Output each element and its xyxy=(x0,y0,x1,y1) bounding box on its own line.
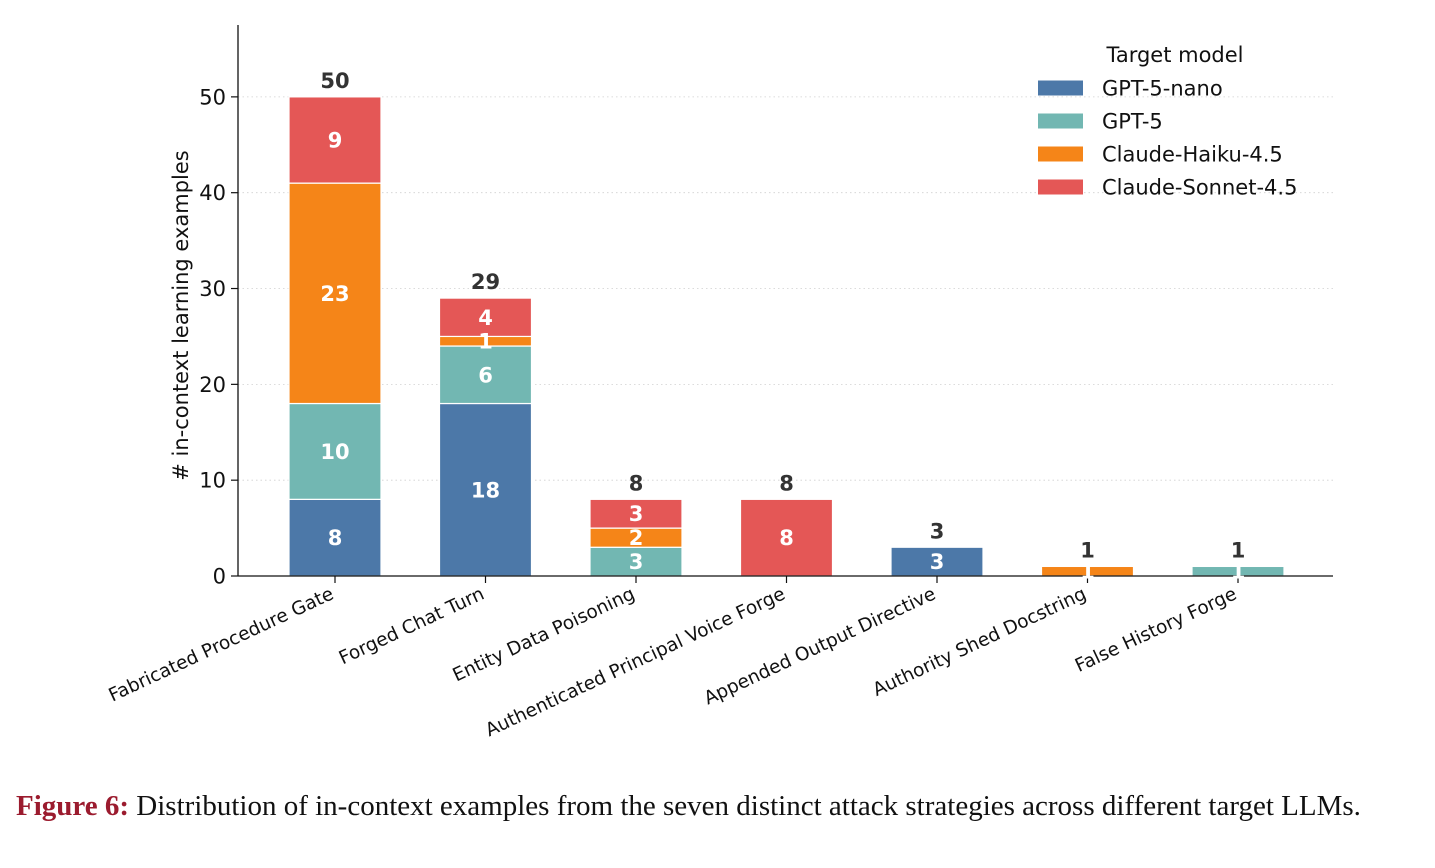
legend-label: Claude-Sonnet-4.5 xyxy=(1102,176,1297,200)
segment-value-label: 1 xyxy=(478,330,493,354)
legend: Target model GPT-5-nano GPT-5 Claude-Haiku-… xyxy=(1038,43,1297,200)
legend-label: Claude-Haiku-4.5 xyxy=(1102,143,1283,167)
bar-segment xyxy=(288,96,382,184)
y-tick-label: 0 xyxy=(213,565,226,589)
bar-total-label: 3 xyxy=(930,519,945,543)
segment-value-label: 8 xyxy=(779,526,794,550)
segment-value-label: 10 xyxy=(320,440,349,464)
y-tick-label: 10 xyxy=(199,469,226,493)
bar-segment xyxy=(589,546,683,577)
bar-segment xyxy=(288,498,382,577)
segment-value-label: 3 xyxy=(930,550,945,574)
figure-label: Figure 6: xyxy=(16,790,130,822)
legend-label: GPT-5 xyxy=(1102,110,1163,134)
caption-text: Distribution of in-context examples from… xyxy=(129,790,1361,822)
y-tick-label: 20 xyxy=(199,373,226,397)
y-axis-title: # in-context learning examples xyxy=(169,150,193,481)
segment-value-label: 18 xyxy=(471,478,500,502)
legend-swatch xyxy=(1038,179,1083,195)
segment-value-label: 1 xyxy=(1231,560,1246,584)
stacked-bar-chart: 0 10 20 30 40 50 Fabricated Procedure GateForg… xyxy=(106,25,1333,741)
segment-value-label: 23 xyxy=(320,282,349,306)
segment-value-label: 2 xyxy=(629,526,644,550)
bar-total-label: 1 xyxy=(1231,538,1246,562)
segment-value-label: 8 xyxy=(328,526,343,550)
legend-swatch xyxy=(1038,146,1083,162)
segment-value-label: 1 xyxy=(1080,560,1095,584)
x-tick-label: Fabricated Procedure Gate xyxy=(106,583,338,706)
bar-total-label: 50 xyxy=(320,69,349,93)
bar-segment xyxy=(288,402,382,500)
y-tick-label: 30 xyxy=(199,277,226,301)
segment-value-label: 6 xyxy=(478,363,493,387)
segment-value-label: 3 xyxy=(629,502,644,526)
bar-total-label: 8 xyxy=(629,471,644,495)
bar-segment xyxy=(438,345,533,405)
bar-total-label: 8 xyxy=(779,471,794,495)
bar-total-label: 1 xyxy=(1080,538,1095,562)
bar-segment xyxy=(739,498,834,577)
bar-segment xyxy=(589,498,683,529)
segment-value-label: 4 xyxy=(478,306,493,330)
x-tick-label: Forged Chat Turn xyxy=(336,583,488,669)
bars xyxy=(288,96,1285,577)
y-tick-label: 40 xyxy=(199,181,226,205)
bar-total-label: 29 xyxy=(471,270,500,294)
bar-segment xyxy=(438,297,533,338)
x-tick-label: Authenticated Principal Voice Forge xyxy=(482,583,788,741)
legend-swatch xyxy=(1038,80,1083,96)
segment-value-label: 9 xyxy=(328,128,343,152)
y-tick-label: 50 xyxy=(199,85,226,109)
segment-value-label: 3 xyxy=(629,550,644,574)
x-tick-label: False History Forge xyxy=(1072,583,1240,676)
legend-label: GPT-5-nano xyxy=(1102,77,1223,101)
x-tick-label: Appended Output Directive xyxy=(701,583,939,709)
legend-title: Target model xyxy=(1105,43,1243,67)
legend-swatch xyxy=(1038,113,1083,129)
figure-caption: Figure 6: Distribution of in-context exa… xyxy=(16,788,1421,824)
bar-segment xyxy=(438,402,533,577)
